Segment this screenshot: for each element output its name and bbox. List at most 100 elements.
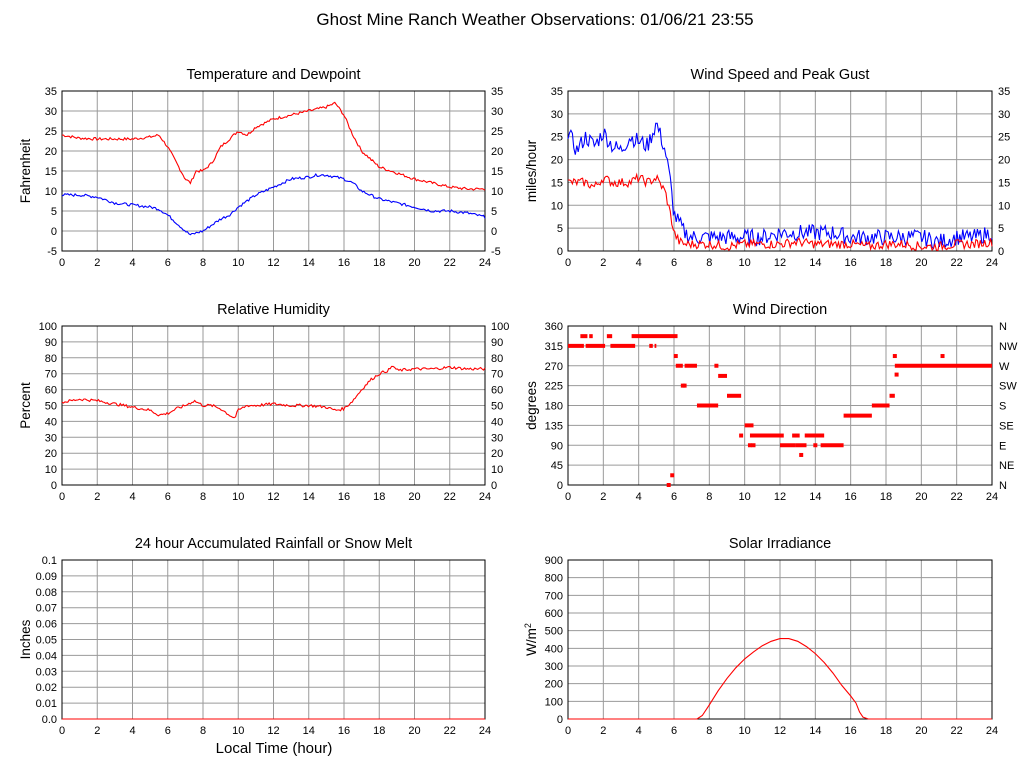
wind-direction-point [940,354,945,359]
y-tick-label: 60 [45,385,57,397]
wind-direction-point [739,433,744,438]
y-right-tick-label: 15 [998,177,1010,189]
x-tick-label: 18 [880,491,892,503]
x-tick-label: 22 [951,491,963,503]
y-right-tick-label: 5 [998,223,1004,235]
x-tick-label: 2 [600,725,606,737]
compass-label: N [999,321,1007,333]
y-tick-label: 900 [545,555,563,567]
x-tick-label: 14 [809,491,821,503]
y-right-tick-label: 20 [491,448,503,460]
y-tick-label: 315 [545,341,563,353]
chart-title-solar: Solar Irradiance [729,536,831,552]
compass-label: S [999,401,1006,413]
y-right-tick-label: 0 [998,246,1004,258]
y-tick-label: 25 [45,126,57,138]
x-tick-label: 10 [232,491,244,503]
y-right-tick-label: 0 [491,480,497,492]
series-line-temperature [61,101,486,191]
x-tick-label: 20 [915,725,927,737]
y-tick-label: 0.1 [42,555,57,567]
y-tick-label: 20 [45,146,57,158]
y-tick-label: 70 [45,369,57,381]
x-tick-label: 20 [915,491,927,503]
y-right-tick-label: 0 [491,226,497,238]
y-tick-label: 400 [545,643,563,655]
wind-direction-point [779,433,784,438]
bottom-x-axis-label: Local Time (hour) [216,740,333,757]
plot-frame [567,325,993,486]
x-tick-label: 14 [809,725,821,737]
x-tick-label: 16 [845,725,857,737]
y-tick-label: 5 [51,206,57,218]
y-tick-label: 180 [545,401,563,413]
y-right-tick-label: -5 [491,246,501,258]
y-right-tick-label: 50 [491,401,503,413]
x-tick-label: 10 [739,725,751,737]
x-tick-label: 18 [880,725,892,737]
x-tick-label: 8 [706,257,712,269]
y-right-tick-label: 10 [491,186,503,198]
x-tick-label: 22 [444,257,456,269]
wind-direction-point [792,433,797,438]
y-right-tick-label: 25 [998,132,1010,144]
x-tick-label: 18 [373,725,385,737]
chart-title-wind: Wind Speed and Peak Gust [691,67,870,83]
x-tick-label: 12 [774,257,786,269]
wind-direction-point [682,383,687,388]
y-tick-label: 30 [45,106,57,118]
x-tick-label: 6 [165,725,171,737]
x-tick-label: 16 [845,491,857,503]
x-tick-label: 12 [774,725,786,737]
y-tick-label: 0 [51,226,57,238]
series-line-wind-speed [567,172,993,252]
x-tick-label: 22 [951,725,963,737]
x-tick-label: 16 [845,257,857,269]
y-axis-label: W/m2 [523,623,539,656]
wind-direction-point [714,363,719,368]
compass-label: E [999,440,1006,452]
wind-direction-point [751,443,756,448]
y-tick-label: 0 [557,480,563,492]
x-tick-label: 6 [165,491,171,503]
x-tick-label: 16 [338,725,350,737]
y-tick-label: 0.04 [36,650,57,662]
x-tick-label: 22 [444,491,456,503]
chart-title-rh: Relative Humidity [217,302,331,318]
page-title: Ghost Mine Ranch Weather Observations: 0… [316,10,753,29]
y-tick-label: 135 [545,420,563,432]
wind-direction-point [892,354,897,359]
x-tick-label: 14 [809,257,821,269]
y-tick-label: 10 [45,464,57,476]
y-tick-label: 0.0 [42,714,57,726]
y-tick-label: -5 [47,246,57,258]
y-tick-label: 0.09 [36,571,57,583]
y-tick-label: 15 [551,177,563,189]
y-right-tick-label: 10 [491,464,503,476]
y-tick-label: 90 [551,440,563,452]
y-tick-label: 90 [45,337,57,349]
y-tick-label: 40 [45,416,57,428]
compass-label: N [999,480,1007,492]
y-right-tick-label: 35 [491,86,503,98]
x-tick-label: 10 [739,257,751,269]
x-tick-label: 24 [986,257,998,269]
x-tick-label: 4 [636,725,642,737]
y-tick-label: 0.02 [36,682,57,694]
y-tick-label: 15 [45,166,57,178]
wind-direction-point [670,473,675,478]
x-tick-label: 6 [671,491,677,503]
y-right-tick-label: 30 [998,109,1010,121]
x-tick-label: 6 [165,257,171,269]
x-tick-label: 24 [479,257,491,269]
x-tick-label: 0 [59,257,65,269]
y-right-tick-label: 30 [491,106,503,118]
y-axis-label: degrees [524,381,539,430]
x-tick-label: 12 [267,491,279,503]
wind-direction-point [673,354,678,359]
x-tick-label: 8 [200,257,206,269]
y-tick-label: 30 [45,432,57,444]
x-tick-label: 14 [303,491,315,503]
